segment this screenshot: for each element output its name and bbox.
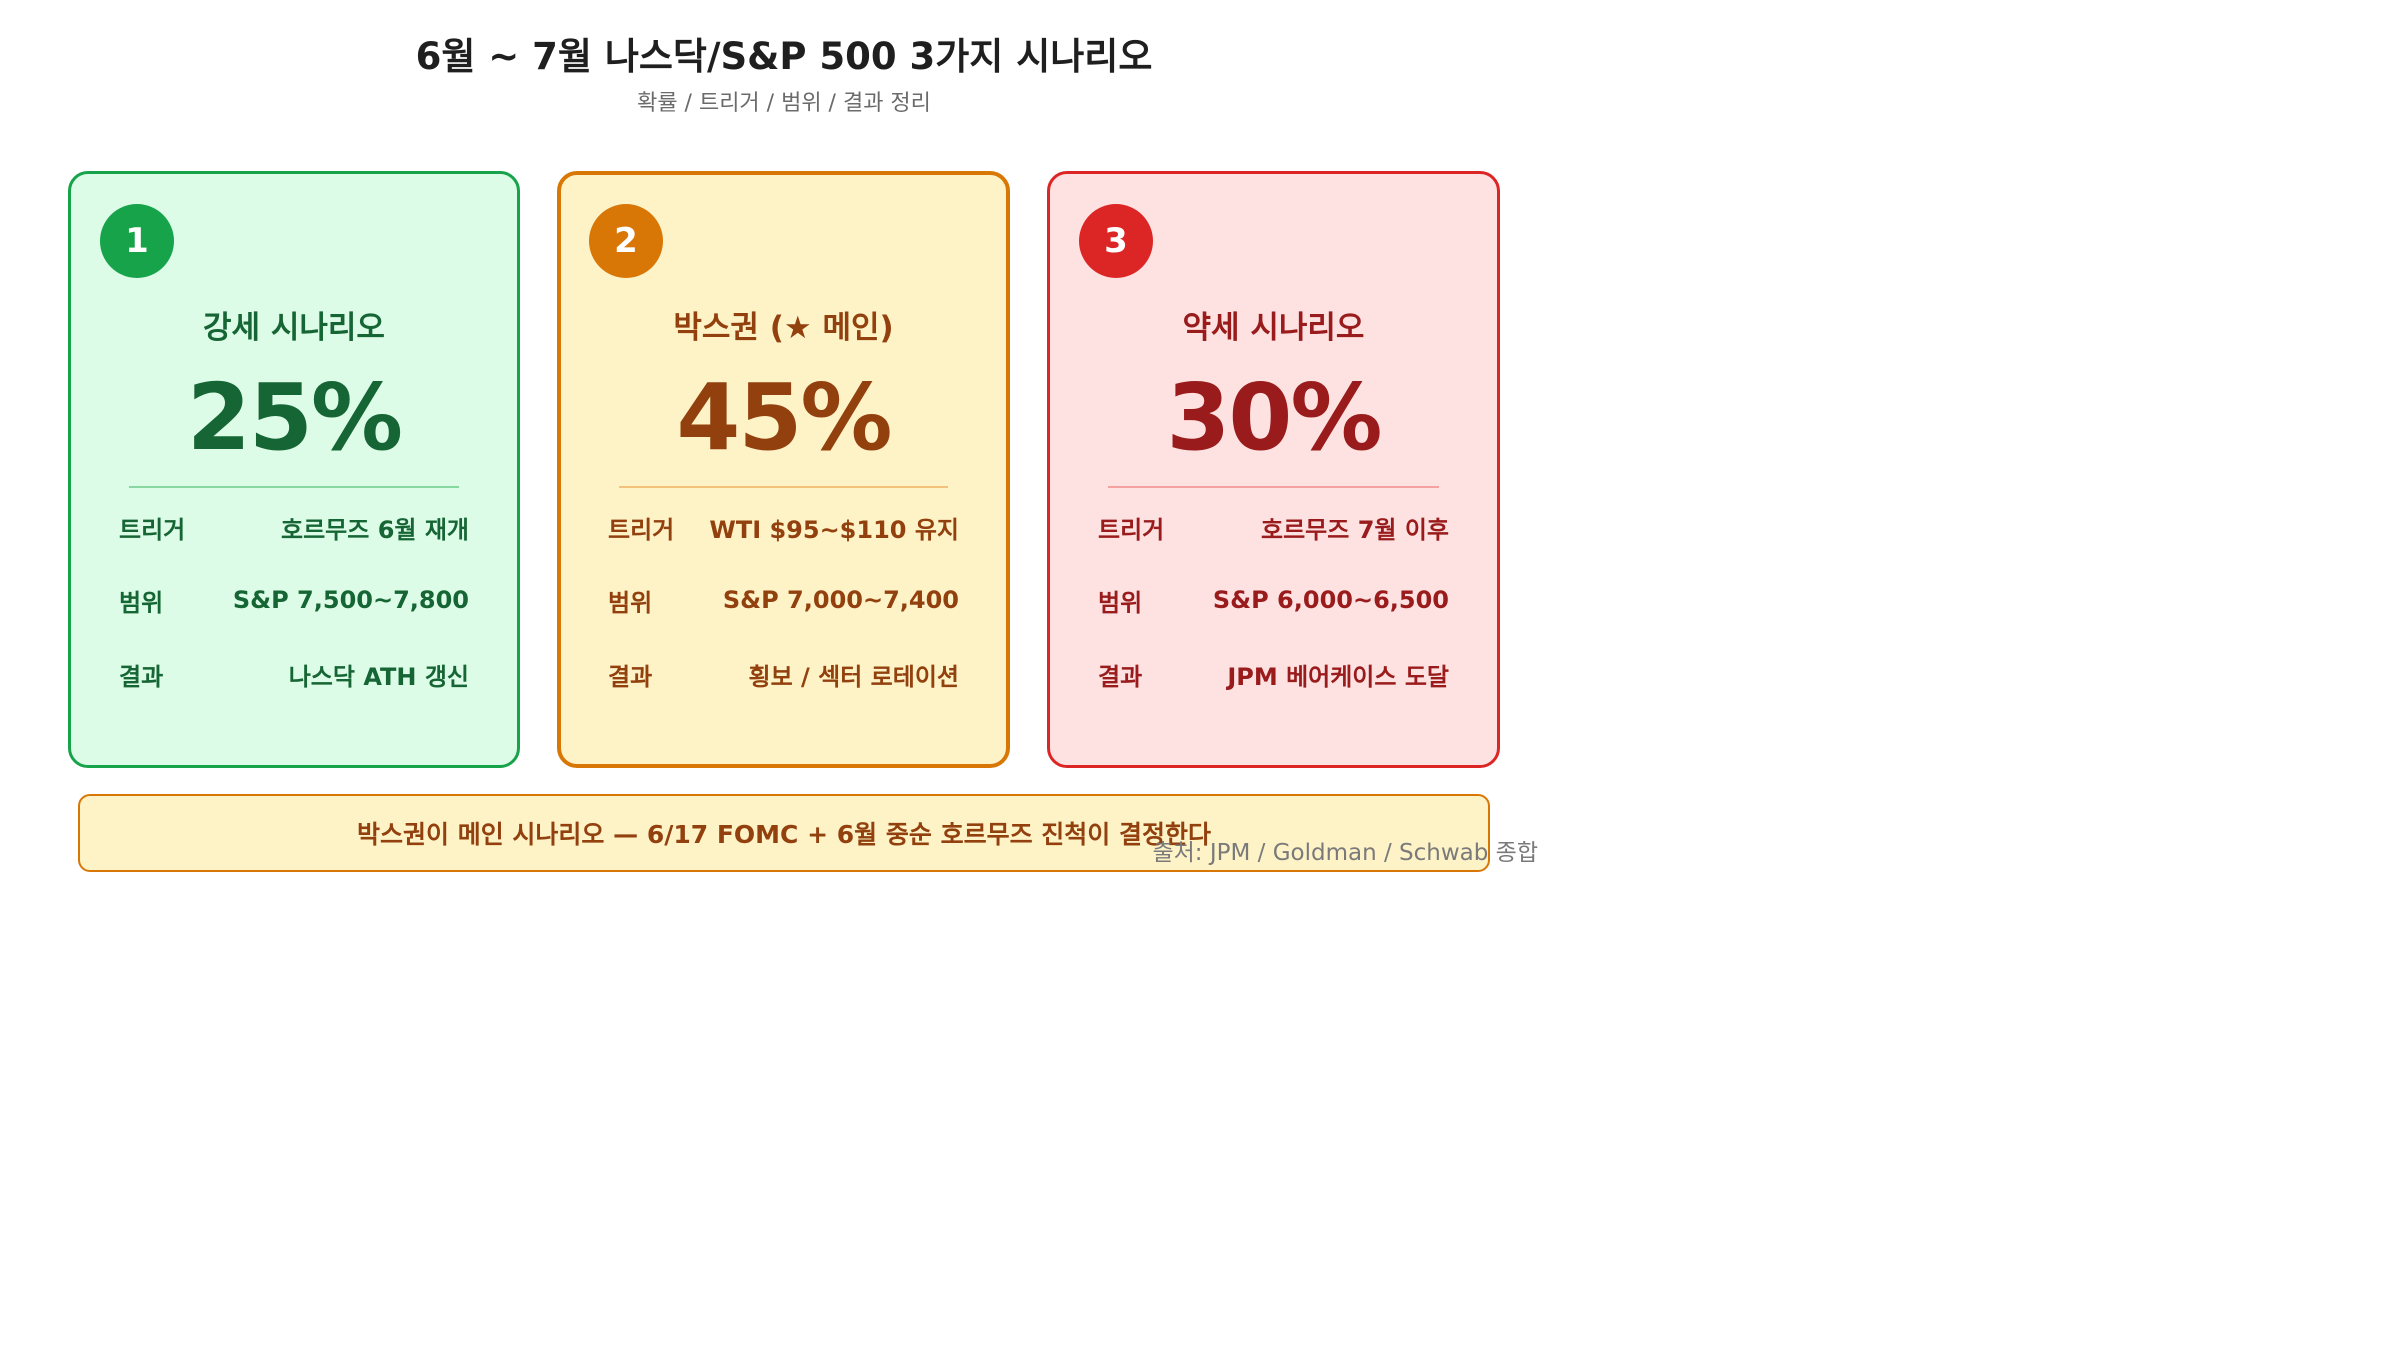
trigger-row: 트리거 호르무즈 7월 이후 xyxy=(1098,509,1449,545)
conclusion-banner: 박스권이 메인 시나리오 — 6/17 FOMC + 6월 중순 호르무즈 진척… xyxy=(78,794,1490,872)
row-label: 범위 xyxy=(1098,588,1143,617)
source-note: 출처: JPM / Goldman / Schwab 종합 xyxy=(1152,840,1538,866)
row-label: 트리거 xyxy=(1098,515,1165,544)
result-row: 결과 JPM 베어케이스 도달 xyxy=(1098,656,1449,692)
row-value: 호르무즈 6월 재개 xyxy=(281,515,469,544)
range-row: 범위 S&P 6,000~6,500 xyxy=(1098,582,1449,618)
scenario-card-bear: 3 약세 시나리오 30% 트리거 호르무즈 7월 이후 범위 S&P 6,00… xyxy=(1047,171,1500,768)
page-title: 6월 ~ 7월 나스닥/S&P 500 3가지 시나리오 xyxy=(415,35,1153,78)
row-value: JPM 베어케이스 도달 xyxy=(1227,662,1449,691)
row-label: 범위 xyxy=(608,588,653,617)
row-label: 결과 xyxy=(1098,662,1143,691)
row-value: 횡보 / 섹터 로테이션 xyxy=(748,662,959,691)
row-label: 결과 xyxy=(119,662,164,691)
row-label: 범위 xyxy=(119,588,164,617)
row-value: 호르무즈 7월 이후 xyxy=(1261,515,1449,544)
scenario-number-badge: 3 xyxy=(1079,204,1153,278)
scenario-probability: 30% xyxy=(1166,364,1382,471)
scenario-probability: 45% xyxy=(676,364,892,471)
row-value: WTI $95~$110 유지 xyxy=(709,515,959,544)
page-subtitle: 확률 / 트리거 / 범위 / 결과 정리 xyxy=(637,91,931,116)
row-value: S&P 6,000~6,500 xyxy=(1212,586,1449,614)
scenario-name: 약세 시나리오 xyxy=(1182,310,1365,346)
conclusion-text: 박스권이 메인 시나리오 — 6/17 FOMC + 6월 중순 호르무즈 진척… xyxy=(357,820,1211,849)
row-value: 나스닥 ATH 갱신 xyxy=(288,662,469,691)
result-row: 결과 횡보 / 섹터 로테이션 xyxy=(608,656,959,692)
result-row: 결과 나스닥 ATH 갱신 xyxy=(119,656,469,692)
row-value: S&P 7,000~7,400 xyxy=(722,586,959,614)
range-row: 범위 S&P 7,000~7,400 xyxy=(608,582,959,618)
scenario-card-base: 2 박스권 (★ 메인) 45% 트리거 WTI $95~$110 유지 범위 … xyxy=(557,171,1010,768)
scenario-card-bull: 1 강세 시나리오 25% 트리거 호르무즈 6월 재개 범위 S&P 7,50… xyxy=(68,171,520,768)
card-divider xyxy=(1108,486,1439,488)
row-label: 결과 xyxy=(608,662,653,691)
scenario-probability: 25% xyxy=(186,364,403,471)
range-row: 범위 S&P 7,500~7,800 xyxy=(119,582,469,618)
scenario-number-badge: 1 xyxy=(100,204,174,278)
card-divider xyxy=(619,486,948,488)
row-label: 트리거 xyxy=(608,515,675,544)
card-divider xyxy=(129,486,459,488)
row-value: S&P 7,500~7,800 xyxy=(232,586,469,614)
scenario-name: 박스권 (★ 메인) xyxy=(673,310,894,346)
trigger-row: 트리거 WTI $95~$110 유지 xyxy=(608,509,959,545)
trigger-row: 트리거 호르무즈 6월 재개 xyxy=(119,509,469,545)
scenario-name: 강세 시나리오 xyxy=(203,310,385,346)
scenario-number-badge: 2 xyxy=(589,204,663,278)
row-label: 트리거 xyxy=(119,515,186,544)
